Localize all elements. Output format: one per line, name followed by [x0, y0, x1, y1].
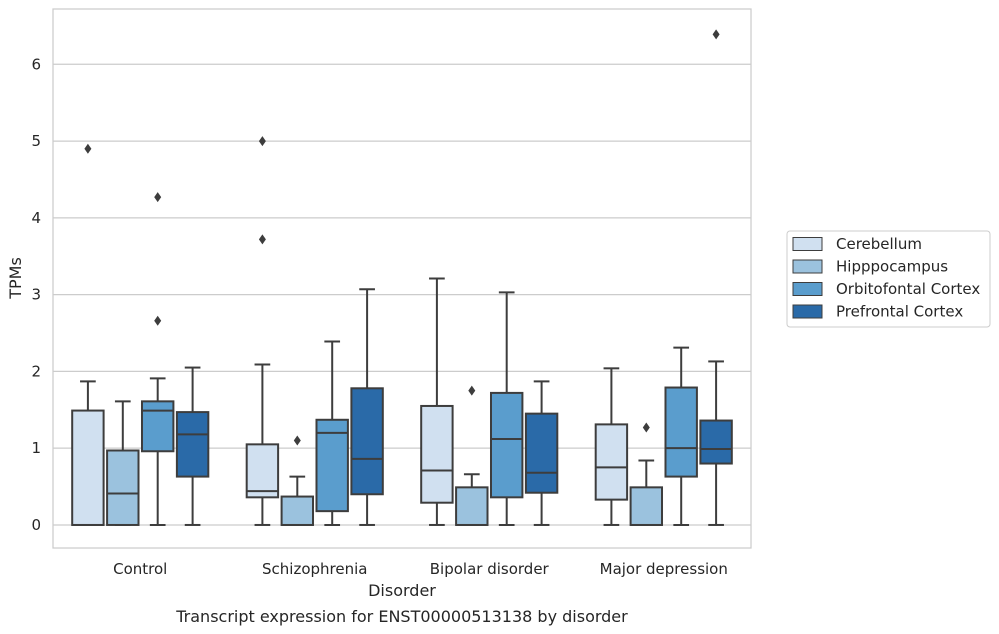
y-tick-label: 4: [31, 209, 41, 227]
box-iqr: [106, 449, 140, 526]
box-hipppocampus: [106, 400, 140, 526]
legend: Cerebellum Hipppocampus Orbitofontal Corte…: [786, 230, 991, 328]
box-cerebellum: [245, 136, 280, 526]
outlier-point: [154, 192, 162, 203]
box-iqr: [350, 387, 384, 496]
box-cerebellum: [71, 143, 105, 526]
x-tick-label: Control: [113, 560, 167, 578]
box-hipppocampus: [629, 422, 664, 526]
box-iqr: [594, 423, 629, 501]
outlier-point: [468, 385, 476, 396]
box-iqr: [280, 495, 315, 526]
box-cerebellum: [594, 367, 629, 526]
box-iqr: [245, 443, 280, 499]
legend-swatch: [792, 259, 823, 274]
y-tick-label: 3: [31, 286, 41, 304]
outlier-point: [293, 435, 301, 446]
box-iqr: [315, 418, 349, 513]
legend-swatch: [792, 282, 823, 296]
outlier-point: [712, 29, 720, 40]
outlier-point: [642, 422, 650, 433]
box-orbitofontal-cortex: [664, 346, 698, 526]
box-hipppocampus: [455, 385, 489, 526]
box-orbitofontal-cortex: [315, 340, 349, 526]
box-iqr: [524, 412, 559, 494]
box-iqr: [455, 486, 489, 526]
box-iqr: [489, 391, 524, 499]
x-tick-labels: Control Schizophrenia Bipolar disorder Majo…: [113, 560, 728, 578]
box-layer: [71, 29, 733, 526]
y-tick-label: 6: [31, 55, 41, 73]
box-hipppocampus: [280, 435, 315, 526]
legend-label: Hipppocampus: [836, 258, 948, 276]
box-cerebellum: [420, 277, 454, 526]
x-axis-label: Disorder: [368, 581, 436, 600]
box-orbitofontal-cortex: [489, 291, 524, 526]
x-tick-label: Schizophrenia: [262, 560, 367, 578]
box-iqr: [175, 411, 210, 478]
legend-label: Cerebellum: [836, 235, 922, 253]
x-tick-label: Major depression: [600, 560, 728, 578]
legend-swatch: [792, 237, 823, 251]
chart-caption: Transcript expression for ENST0000051313…: [175, 607, 628, 626]
outlier-point: [154, 315, 162, 326]
box-prefrontal-cortex: [524, 380, 559, 526]
box-iqr: [664, 386, 698, 478]
box-iqr: [71, 409, 105, 526]
legend-label: Prefrontal Cortex: [836, 303, 963, 321]
box-iqr: [699, 419, 733, 465]
legend-swatch: [792, 304, 823, 319]
box-prefrontal-cortex: [350, 288, 384, 526]
legend-label: Orbitofontal Cortex: [836, 280, 980, 298]
box-prefrontal-cortex: [175, 366, 210, 526]
x-tick-label: Bipolar disorder: [430, 560, 550, 578]
y-axis-label: TPMs: [6, 257, 25, 300]
outlier-point: [258, 234, 266, 245]
box-orbitofontal-cortex: [140, 192, 175, 526]
y-tick-labels: 0 1 2 3 4 5 6: [31, 55, 41, 534]
box-iqr: [629, 486, 664, 526]
box-prefrontal-cortex: [699, 29, 733, 526]
y-tick-label: 5: [31, 132, 41, 150]
y-tick-label: 2: [31, 362, 41, 380]
y-tick-label: 0: [31, 516, 41, 534]
outlier-point: [258, 136, 266, 147]
box-iqr: [420, 404, 454, 504]
legend-frame: [786, 230, 991, 328]
outlier-point: [84, 143, 92, 154]
box-iqr: [140, 400, 175, 453]
y-tick-label: 1: [31, 439, 41, 457]
plot-frame: [52, 8, 752, 549]
